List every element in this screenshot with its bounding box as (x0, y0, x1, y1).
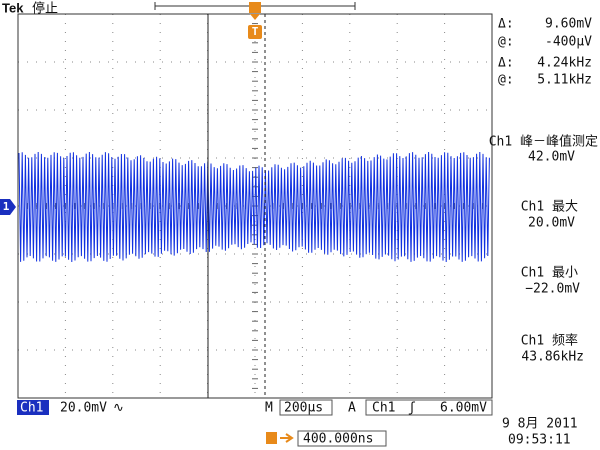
measurement-name: Ch1 峰－峰值测定 (489, 134, 598, 150)
signal-trace (18, 151, 490, 263)
cursor-value: 5.11kHz (537, 73, 592, 88)
measurement-value: 20.0mV (528, 216, 575, 231)
measurement-name: Ch1 最小 (521, 266, 578, 281)
timebase: 200µs (284, 401, 323, 416)
waveform (18, 151, 490, 263)
trigger-position-arrow (280, 433, 294, 443)
timebase-label: M (265, 401, 273, 416)
channel-box (17, 400, 49, 415)
trigger-box (365, 399, 493, 416)
time: 09:53:11 (508, 433, 571, 448)
trigger-marker (248, 25, 262, 39)
timebase-box (279, 399, 333, 416)
footer-channel: Ch1 (20, 401, 43, 416)
cursor-label: @: (498, 73, 514, 88)
cursor-value: 4.24kHz (537, 56, 592, 71)
footer-scale: 20.0mV (60, 401, 107, 416)
measurement-value: 42.0mV (528, 150, 575, 165)
brand: Tek (2, 0, 24, 15)
trigger-label: A (348, 401, 356, 416)
cursor-value: -400µV (545, 35, 592, 50)
status: 停止 (32, 1, 58, 17)
trigger-marker-label: T (252, 25, 259, 38)
cursor-label: Δ: (498, 17, 514, 32)
channel-marker-label: 1 (3, 200, 10, 213)
footer-coupling: ∿ (113, 401, 124, 416)
trigger-position-box (297, 430, 387, 447)
trigger-arrow (250, 14, 260, 20)
channel-marker (0, 199, 16, 215)
trigger-position-icon (266, 432, 277, 444)
cursor-label: Δ: (498, 56, 514, 71)
trigger-position-marker (249, 2, 261, 13)
trigger-source: Ch1 (372, 401, 395, 416)
trigger-position: 400.000ns (303, 432, 373, 447)
cursor-label: @: (498, 35, 514, 50)
date: 9 8月 2011 (502, 417, 578, 432)
trigger-level: 6.00mV (440, 401, 487, 416)
measurement-value: 43.86kHz (521, 350, 584, 365)
measurement-name: Ch1 频率 (521, 333, 578, 349)
measurement-value: −22.0mV (525, 282, 580, 297)
trigger-slope: ʃ (408, 401, 416, 416)
measurement-name: Ch1 最大 (521, 200, 578, 215)
cursor-value: 9.60mV (545, 17, 592, 32)
